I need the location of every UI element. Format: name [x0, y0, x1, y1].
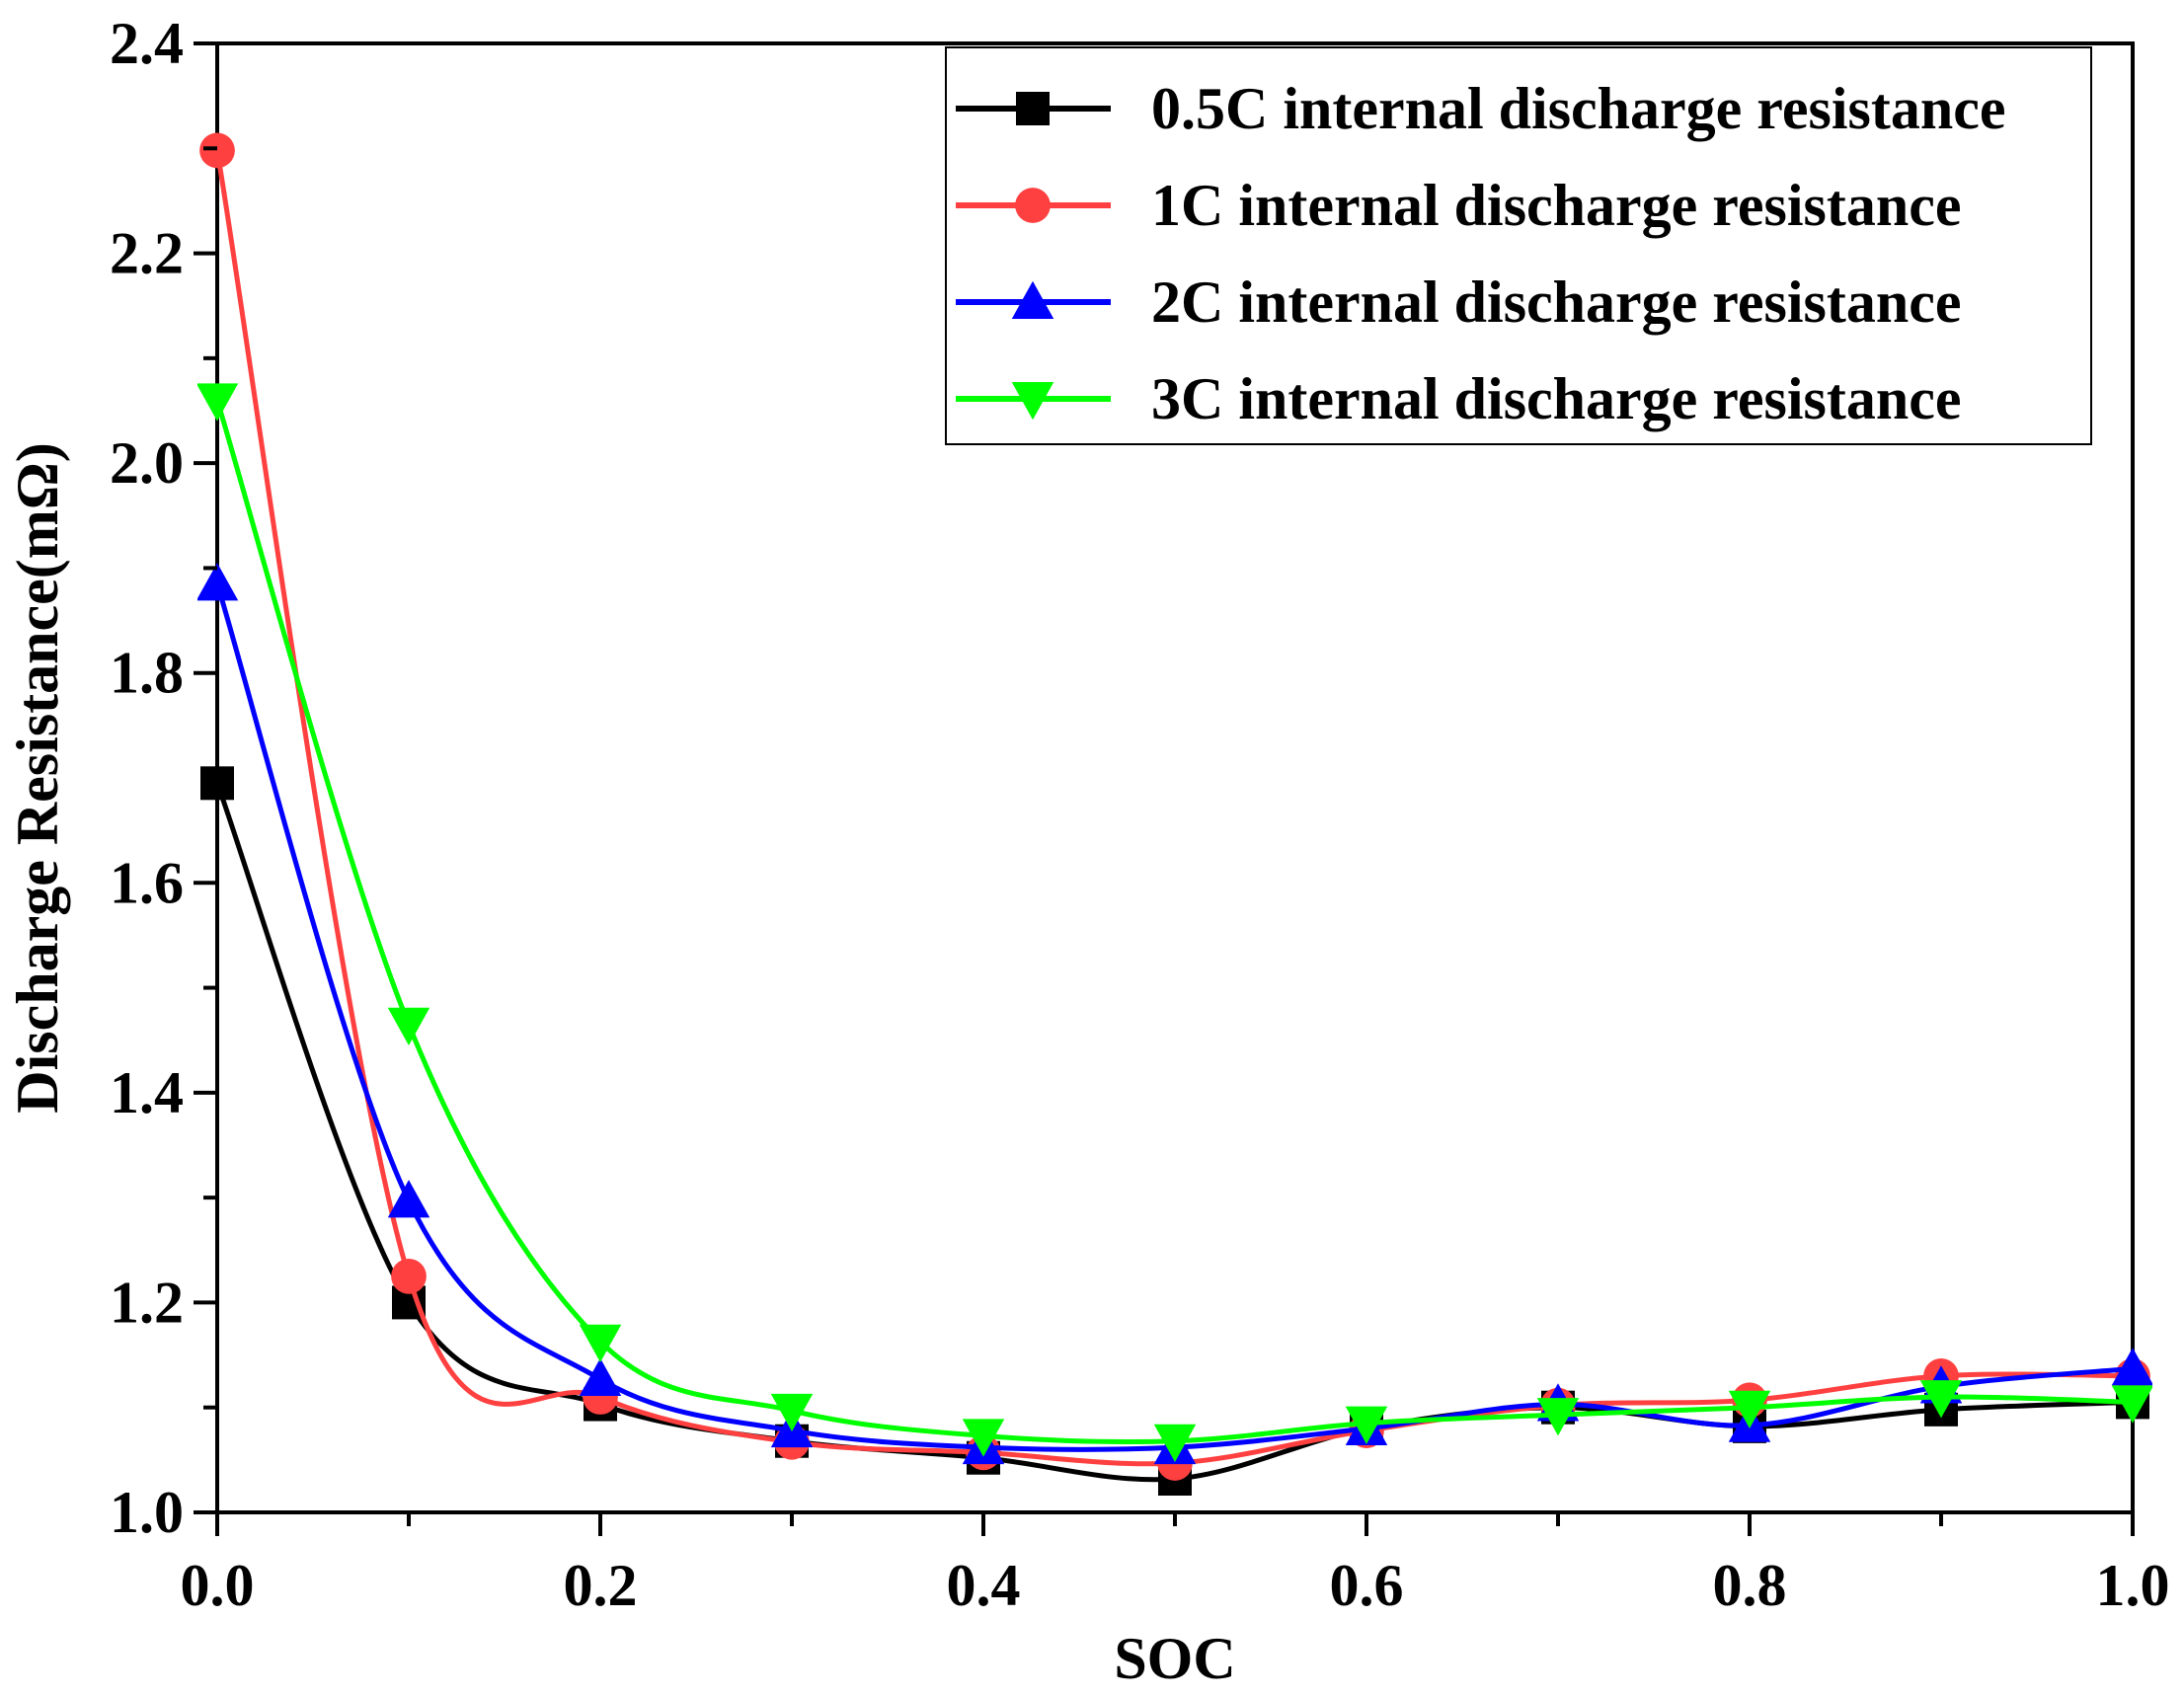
series-line [214, 582, 2134, 1452]
y-tick-label: 1.2 [110, 1270, 184, 1335]
data-point [387, 1180, 430, 1218]
x-tick-label: 0.8 [1713, 1553, 1787, 1618]
data-point [2111, 1348, 2152, 1386]
y-tick-label: 1.0 [110, 1480, 184, 1545]
data-point [197, 383, 239, 422]
y-tick-label: 1.6 [110, 850, 184, 915]
x-tick-label: 0.6 [1330, 1553, 1404, 1618]
y-tick-label: 2.2 [110, 221, 184, 286]
y-tick-label: 2.4 [110, 11, 184, 76]
x-tick-label: 0.2 [564, 1553, 638, 1618]
legend-label: 1C internal discharge resistance [1151, 173, 1961, 238]
data-point [1728, 1390, 1771, 1428]
data-point [770, 1393, 814, 1432]
legend-entry: 0.5C internal discharge resistance [956, 76, 2005, 141]
legend-marker [1015, 188, 1051, 223]
data-point [962, 1419, 1005, 1457]
legend-marker [1016, 92, 1050, 125]
x-tick-label: 0.4 [947, 1553, 1021, 1618]
legend-entry: 1C internal discharge resistance [956, 173, 1961, 238]
data-point [579, 1324, 622, 1363]
axes-layer: 1.0 1.2 1.4 1.6 1.8 2.0 2.2 2.4 0.0 0.2 0.4 0.6 0.8 1… [110, 11, 2170, 1618]
legend-label: 0.5C internal discharge resistance [1151, 76, 2005, 141]
y-tick-label: 1.4 [110, 1060, 184, 1125]
legend-entry: 2C internal discharge resistance [956, 270, 1961, 335]
data-point [197, 563, 239, 601]
legend-box [945, 46, 2092, 445]
y-axis-title: Discharge Resistance(mΩ) [5, 442, 70, 1114]
series-line [214, 399, 2134, 1445]
data-point [579, 1357, 622, 1397]
data-point [1153, 1424, 1197, 1462]
series-layer [197, 132, 2152, 1496]
data-point [199, 132, 235, 169]
data-point [1536, 1398, 1580, 1436]
y-tick-label: 2.0 [110, 430, 184, 496]
legend-marker [1011, 382, 1054, 421]
data-point [1345, 1406, 1388, 1444]
data-point [387, 1007, 430, 1046]
legend-label: 3C internal discharge resistance [1151, 366, 1961, 431]
legend-entry: 3C internal discharge resistance [956, 366, 1961, 431]
data-point [2111, 1385, 2152, 1424]
x-tick-label: 0.0 [181, 1553, 255, 1618]
data-point [200, 766, 234, 801]
legend-label: 2C internal discharge resistance [1151, 270, 1961, 335]
data-point [1919, 1380, 1963, 1419]
data-point [391, 1259, 427, 1294]
x-tick-label: 1.0 [2096, 1553, 2170, 1618]
y-tick-label: 1.8 [110, 641, 184, 706]
series-3 [197, 383, 2152, 1462]
x-axis-title: SOC [1114, 1626, 1235, 1691]
legend: 0.5C internal discharge resistance 1C int… [945, 46, 2092, 445]
legend-marker [1011, 280, 1054, 319]
